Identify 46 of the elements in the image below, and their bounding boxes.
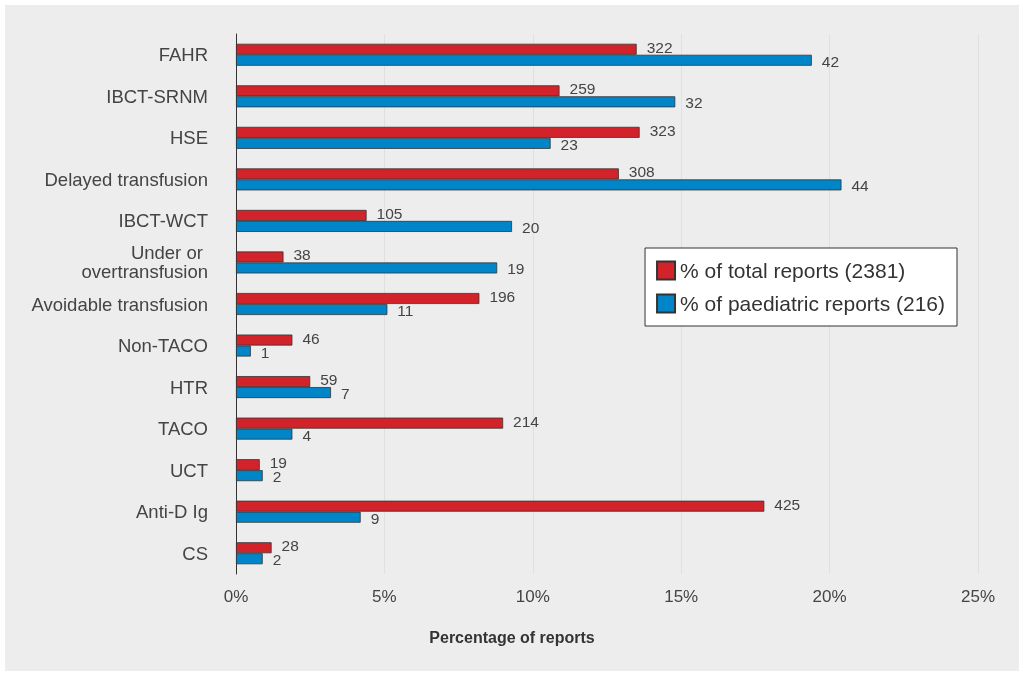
annotation: 23 — [560, 135, 578, 153]
annotation: 4 — [302, 426, 312, 444]
annotation: 105 — [376, 204, 403, 222]
annotation: 259 — [569, 80, 596, 98]
x-tick-label: 15% — [664, 587, 699, 606]
annotation: 28 — [281, 537, 299, 555]
y-tick-label: FAHR — [158, 44, 208, 66]
y-tick-label: CS — [182, 542, 208, 564]
y-tick-label: HTR — [169, 376, 208, 398]
annotation: 59 — [320, 371, 338, 389]
annotation: 323 — [649, 121, 676, 139]
x-tick-label: 10% — [515, 587, 550, 606]
annotation: 42 — [821, 52, 840, 70]
y-tick-label: Delayed transfusion — [44, 168, 208, 190]
x-tick-label: 25% — [960, 587, 996, 606]
y-tick-label: IBCT-WCT — [118, 210, 208, 232]
y-tick-label: Under or overtransfusion — [81, 242, 208, 283]
y-tick-label: TACO — [157, 418, 208, 440]
annotation: 20 — [522, 218, 540, 236]
x-tick-label: 20% — [812, 587, 847, 606]
annotation: 308 — [628, 163, 655, 181]
annotation: 19 — [507, 260, 525, 278]
annotation: 38 — [293, 246, 311, 264]
annotation: 32 — [685, 94, 703, 112]
annotation: 196 — [489, 288, 516, 305]
x-tick-label: 5% — [372, 587, 397, 606]
y-tick-label: HSE — [169, 127, 208, 149]
legend-label: % of paediatric reports (216) — [680, 292, 946, 315]
y-tick-label: Avoidable transfusion — [31, 293, 208, 315]
annotation: 322 — [646, 38, 673, 56]
annotation: 44 — [851, 177, 870, 195]
y-tick-label: Non-TACO — [117, 335, 208, 357]
annotation: 1 — [260, 343, 270, 361]
y-tick-label: Anti-D Ig — [136, 501, 208, 523]
annotation: 9 — [370, 509, 380, 527]
annotation: 11 — [397, 302, 414, 319]
annotation: 214 — [513, 412, 540, 430]
annotation: 46 — [302, 329, 320, 347]
y-tick-label: IBCT-SRNM — [106, 85, 208, 107]
x-tick-label: 0% — [223, 587, 249, 606]
annotation: 7 — [340, 385, 350, 403]
legend-label: % of total reports (2381) — [680, 259, 906, 282]
annotation: 425 — [774, 495, 801, 513]
x-axis-title: Percentage of reports — [429, 628, 595, 646]
y-tick-label: UCT — [169, 459, 208, 481]
annotation: 2 — [272, 551, 282, 569]
